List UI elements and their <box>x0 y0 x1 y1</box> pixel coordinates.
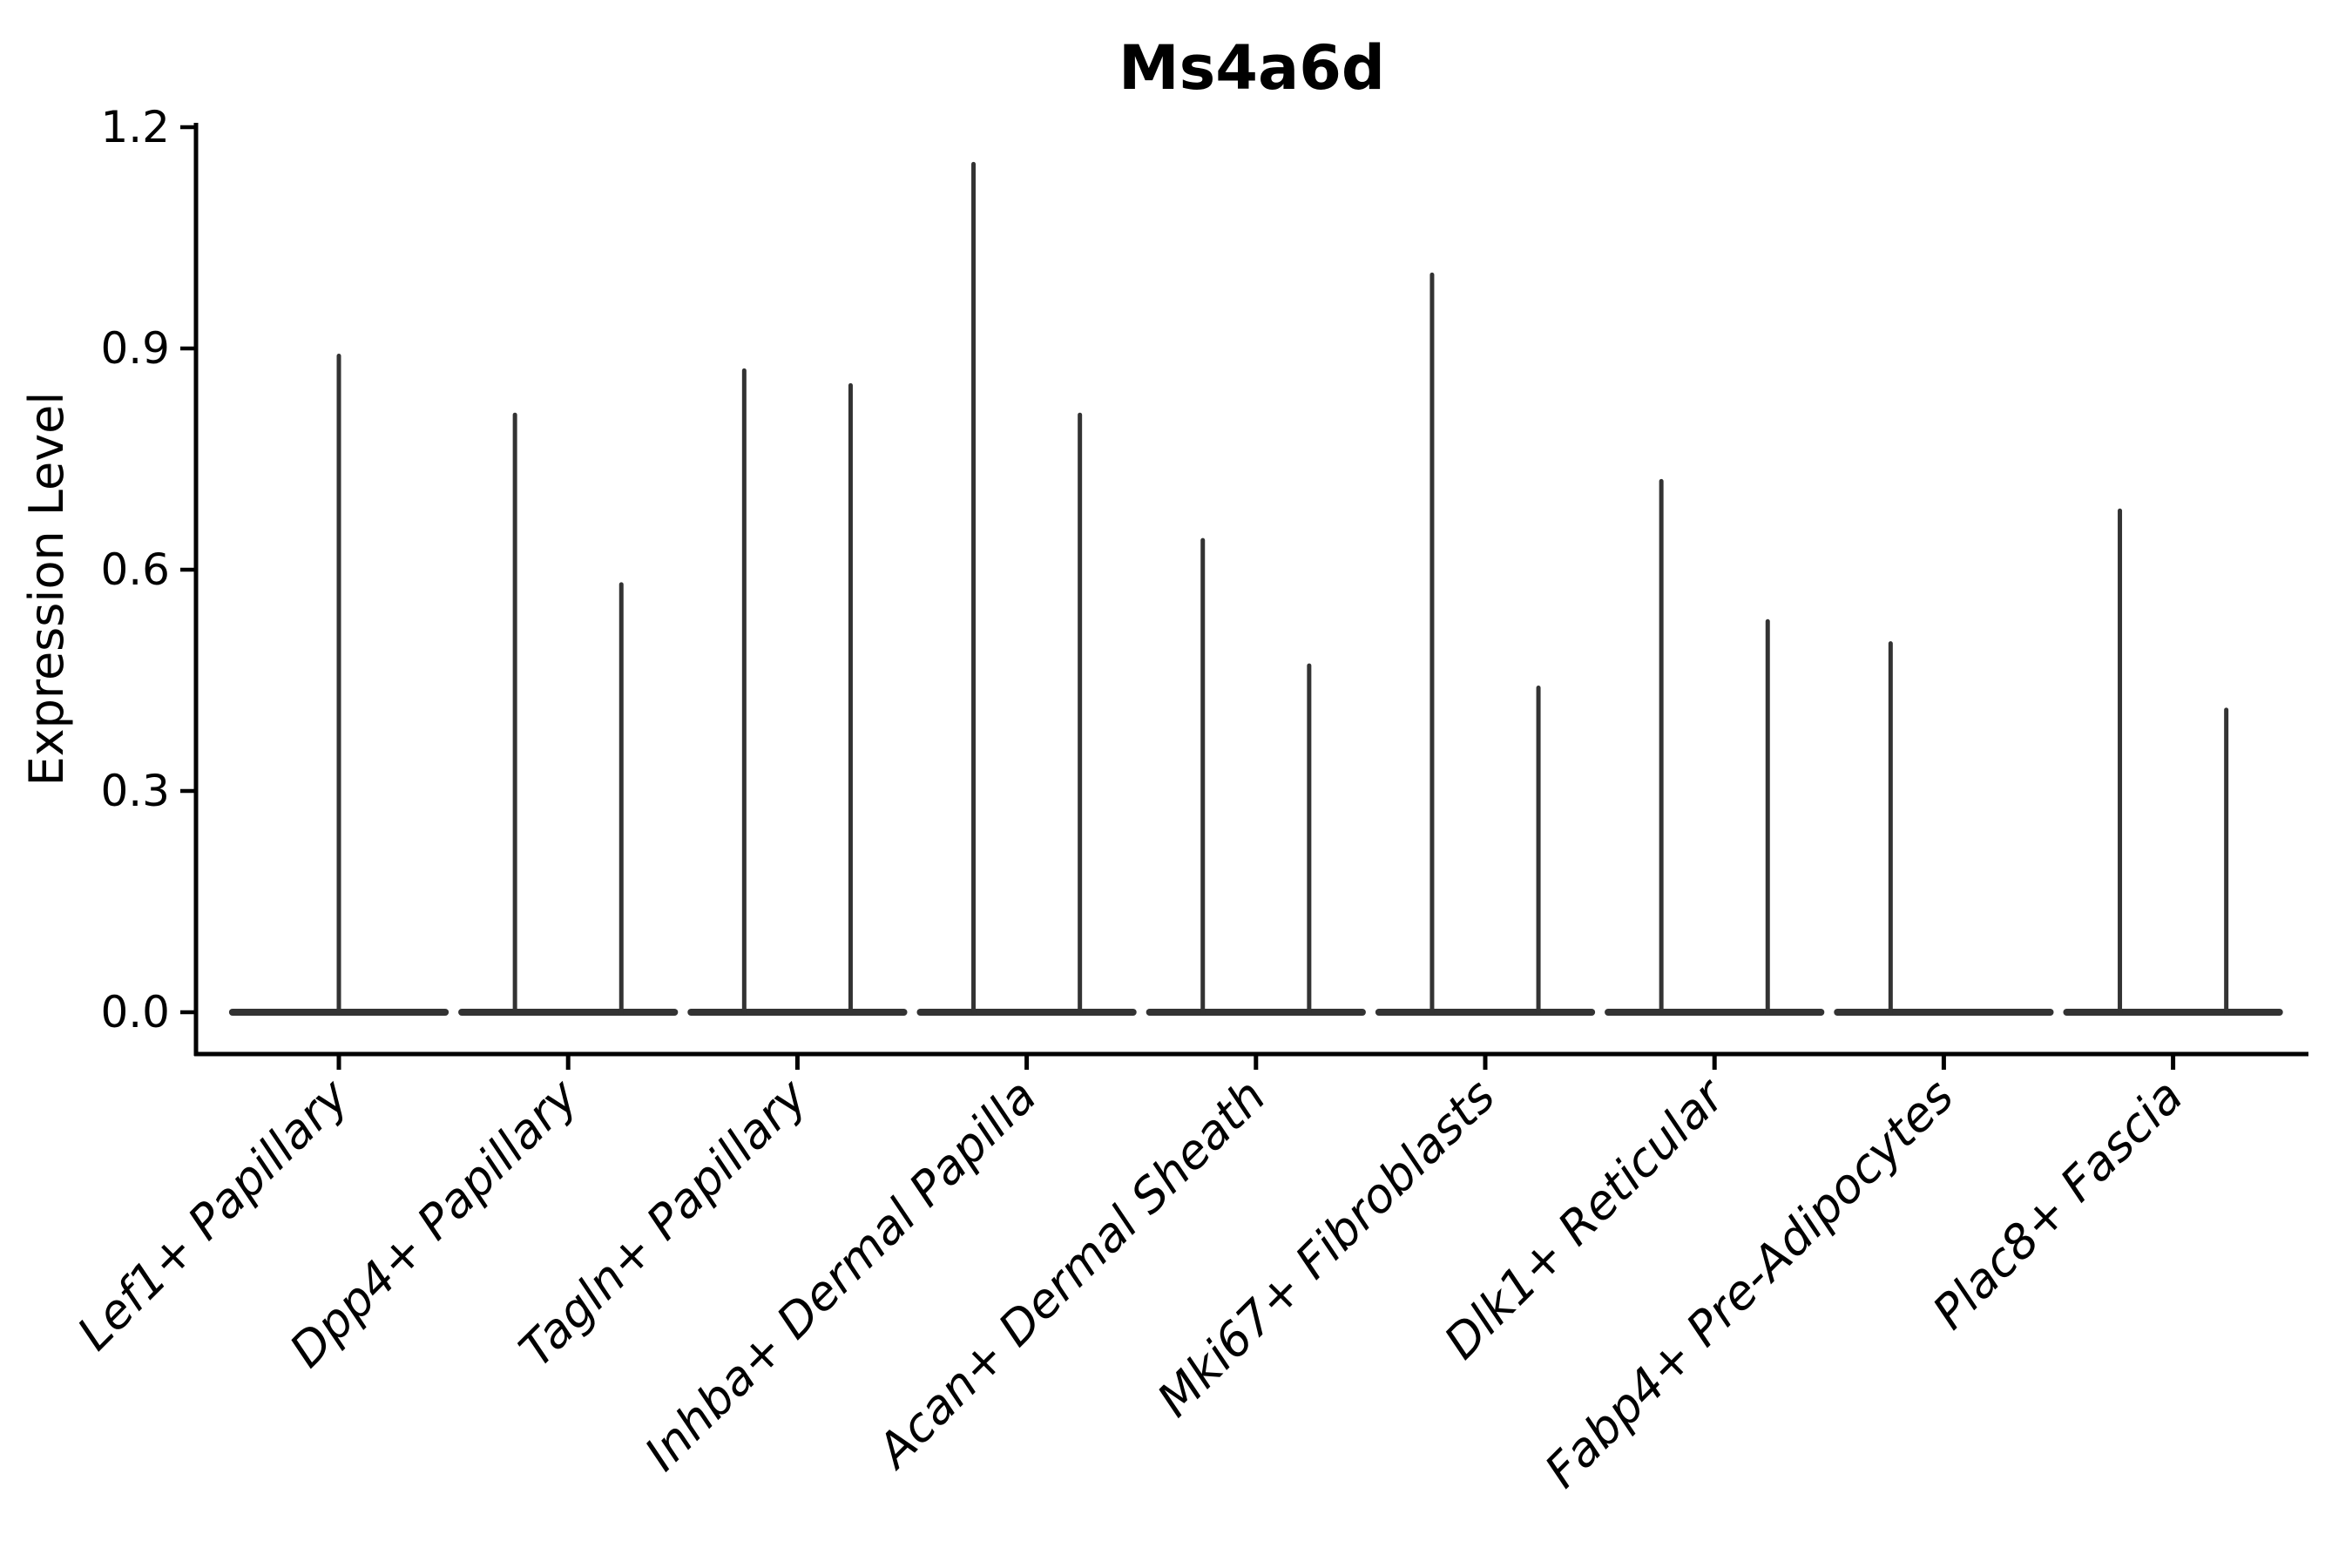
violin-group <box>1605 478 1825 1016</box>
x-tick-label: Inhba+ Dermal Papilla <box>634 1069 1047 1482</box>
y-tick-label: 0.9 <box>100 323 170 374</box>
x-tick-label: Acan+ Dermal Sheath <box>865 1069 1276 1480</box>
violin-group <box>1834 641 2054 1016</box>
x-tick-label: Plac8+ Fascia <box>1923 1069 2193 1340</box>
violin-group <box>2063 508 2283 1016</box>
y-tick-label: 0.6 <box>100 544 170 595</box>
violin-group <box>916 161 1137 1016</box>
violin-group <box>1146 537 1366 1016</box>
violin-group <box>458 412 679 1016</box>
y-axis-label: Expression Level <box>19 392 74 787</box>
violin-layer <box>228 161 2283 1016</box>
y-tick-label: 0.0 <box>100 987 170 1037</box>
y-tick-label: 0.3 <box>100 766 170 816</box>
chart-title: Ms4a6d <box>1119 32 1385 104</box>
violin-group <box>687 368 908 1016</box>
x-tick-label: Fabp4+ Pre-Adipocytes <box>1534 1069 1963 1498</box>
violin-group <box>228 353 449 1016</box>
y-tick-label: 1.2 <box>100 102 170 152</box>
violin-group <box>1375 272 1596 1016</box>
